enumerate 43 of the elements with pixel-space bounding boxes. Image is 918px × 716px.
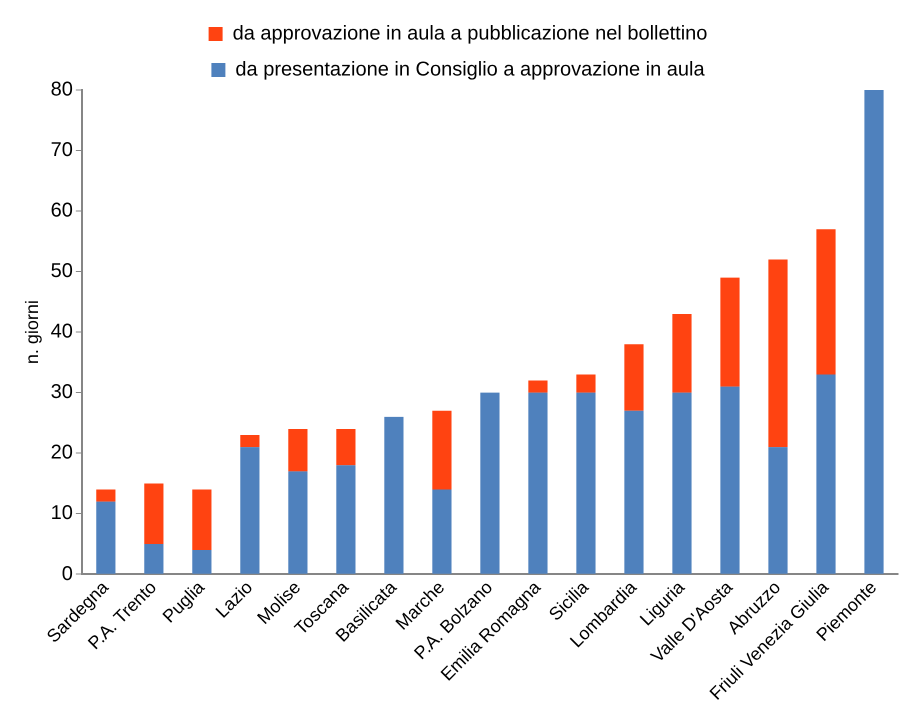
bar — [336, 465, 356, 574]
bar — [576, 374, 596, 393]
bar — [720, 386, 740, 574]
bar — [240, 447, 260, 574]
bar — [720, 278, 740, 387]
bar — [672, 392, 692, 574]
legend-label: da approvazione in aula a pubblicazione nel bollettino — [232, 22, 708, 45]
y-axis-title: n. giorni — [22, 300, 42, 364]
bar — [288, 428, 308, 472]
bar — [528, 392, 548, 574]
y-tick-label: 20 — [50, 442, 73, 464]
bar — [768, 447, 788, 574]
bar — [432, 490, 452, 574]
y-tick-label: 80 — [50, 78, 73, 101]
bar — [144, 544, 164, 574]
bar — [480, 392, 500, 574]
bar — [864, 90, 884, 574]
bar — [240, 435, 260, 448]
bar — [288, 471, 308, 574]
y-tick-label: 0 — [62, 562, 73, 585]
legend-label: da presentazione in Consiglio a approvazione in aula — [235, 58, 706, 81]
bar — [192, 490, 212, 550]
y-tick-label: 40 — [50, 320, 73, 343]
y-tick-label: 30 — [50, 381, 73, 404]
bar — [192, 550, 212, 574]
bar — [336, 428, 356, 466]
bar — [528, 380, 548, 393]
bar — [384, 416, 404, 574]
bar — [672, 314, 692, 393]
y-tick-label: 50 — [50, 260, 73, 282]
bar — [432, 410, 452, 490]
y-tick-label: 70 — [50, 139, 73, 162]
bar — [144, 483, 164, 544]
bar — [768, 259, 788, 448]
bar — [96, 502, 116, 574]
bar — [96, 490, 116, 502]
bar — [816, 374, 836, 574]
bar — [816, 229, 836, 374]
y-tick-label: 10 — [50, 502, 73, 524]
y-tick-label: 60 — [50, 200, 73, 222]
bar — [624, 410, 644, 574]
bar — [576, 392, 596, 574]
bar — [624, 344, 644, 411]
